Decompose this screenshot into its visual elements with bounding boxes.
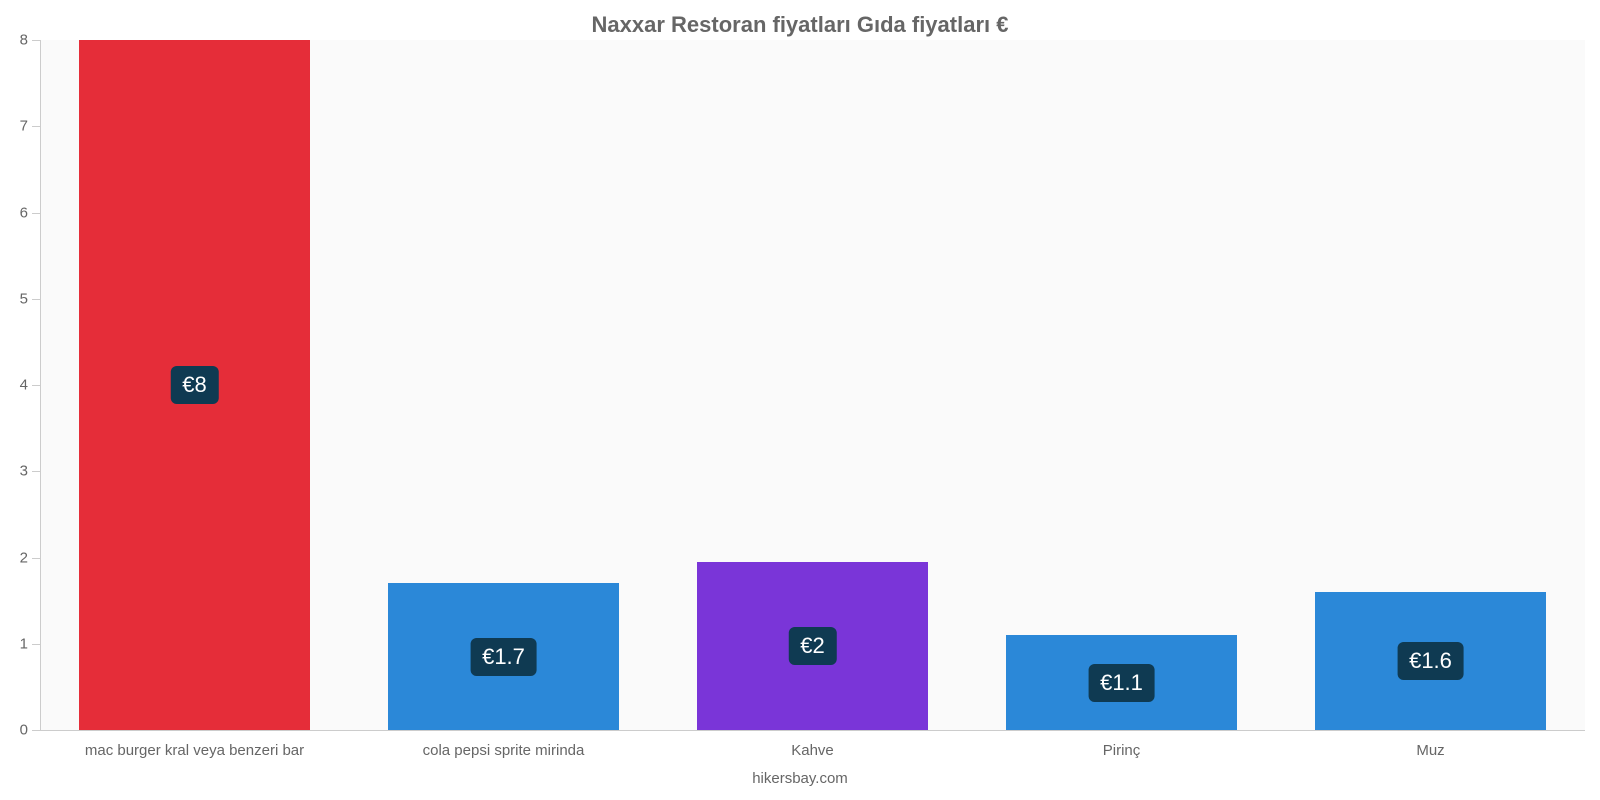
x-category-label: mac burger kral veya benzeri bar <box>85 742 304 759</box>
y-tick-mark <box>32 40 40 41</box>
x-category-label: Muz <box>1416 742 1444 759</box>
x-axis-line <box>40 730 1585 731</box>
y-tick-mark <box>32 471 40 472</box>
bars-layer: €8 €1.7 €2 €1.1 €1.6 <box>40 40 1585 730</box>
x-category-label: Pirinç <box>1103 742 1141 759</box>
y-tick-mark <box>32 730 40 731</box>
bar-value-label: €8 <box>170 366 218 404</box>
bar-value-label: €2 <box>788 627 836 665</box>
x-category-label: Kahve <box>791 742 834 759</box>
bar-value-label: €1.1 <box>1088 664 1155 702</box>
y-tick-label: 0 <box>20 722 28 739</box>
y-tick-mark <box>32 213 40 214</box>
y-tick-label: 5 <box>20 290 28 307</box>
y-tick-label: 7 <box>20 118 28 135</box>
bar-value-label: €1.7 <box>470 638 537 676</box>
y-tick-mark <box>32 385 40 386</box>
y-tick-label: 8 <box>20 32 28 49</box>
y-tick-label: 2 <box>20 549 28 566</box>
y-tick-mark <box>32 126 40 127</box>
chart-title: Naxxar Restoran fiyatları Gıda fiyatları… <box>0 12 1600 38</box>
x-category-label: cola pepsi sprite mirinda <box>423 742 585 759</box>
bar-value-label: €1.6 <box>1397 642 1464 680</box>
y-tick-mark <box>32 644 40 645</box>
y-tick-mark <box>32 558 40 559</box>
price-bar-chart: Naxxar Restoran fiyatları Gıda fiyatları… <box>0 0 1600 800</box>
y-tick-label: 4 <box>20 377 28 394</box>
y-tick-label: 1 <box>20 635 28 652</box>
y-tick-mark <box>32 299 40 300</box>
y-tick-label: 6 <box>20 204 28 221</box>
y-tick-label: 3 <box>20 463 28 480</box>
chart-credit: hikersbay.com <box>0 770 1600 787</box>
